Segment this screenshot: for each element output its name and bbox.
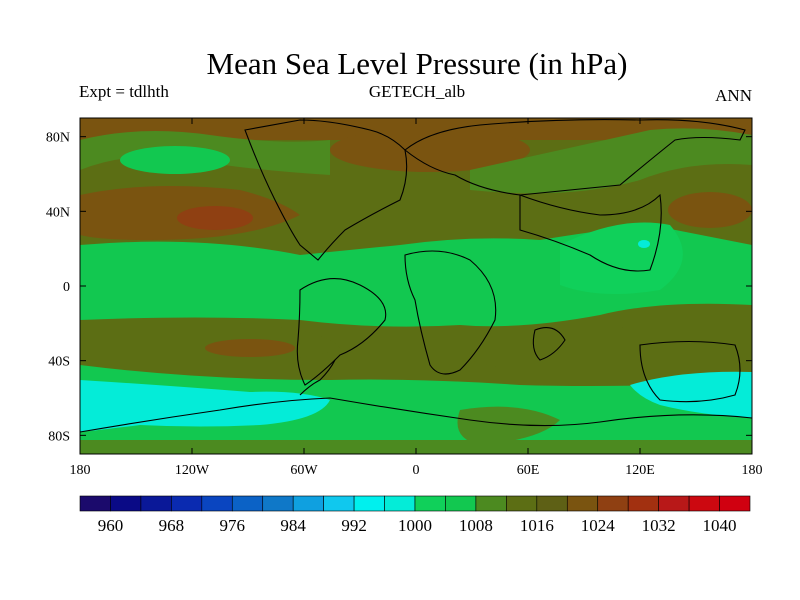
colorbar-swatch [262, 495, 294, 512]
colorbar-swatch [201, 495, 233, 512]
colorbar-label: 1040 [703, 516, 737, 535]
colorbar-swatch [79, 495, 111, 512]
colorbar-label: 992 [341, 516, 367, 535]
colorbar-swatch [475, 495, 507, 512]
coastline-india [532, 327, 566, 361]
axis-ticks: 180 120W 60W 0 60E 120E 180 80N 40N 0 40S 80S [46, 118, 763, 478]
colorbar-label: 1032 [642, 516, 676, 535]
coastline-australia [639, 340, 741, 403]
field-siberian-high [330, 128, 530, 172]
field-north-pacific-low [120, 146, 230, 174]
x-tick-label: 120W [175, 463, 210, 478]
season-label: ANN [715, 86, 752, 105]
colorbar-swatch [353, 495, 385, 512]
field-antarctic-margin [457, 406, 560, 445]
colorbar-swatch [110, 495, 142, 512]
colorbar-swatch [597, 495, 629, 512]
field-antarctic-interior [80, 440, 752, 454]
field-south-pacific-high-core [205, 339, 295, 357]
coastlines [80, 119, 752, 433]
colorbar-swatch [658, 495, 690, 512]
coastline-africa [404, 250, 497, 375]
field-south-indian-high [470, 325, 752, 378]
x-tick-label: 60W [290, 463, 318, 478]
field-southern-ocean-deep-low-east [630, 371, 752, 418]
y-tick-label: 0 [63, 280, 70, 295]
experiment-label: Expt = tdlhth [79, 82, 169, 101]
x-tick-label: 180 [742, 463, 763, 478]
map-plot-area [80, 118, 752, 454]
colorbar-swatch [140, 495, 172, 512]
colorbar-label: 1008 [459, 516, 493, 535]
field-west-pacific-high [668, 192, 752, 228]
chart-title: Mean Sea Level Pressure (in hPa) [206, 46, 628, 81]
colorbar-swatch [323, 495, 355, 512]
x-tick-label: 60E [517, 463, 540, 478]
colorbar-swatch [384, 495, 416, 512]
colorbar-label: 1024 [581, 516, 616, 535]
colorbar: 960 968 976 984 992 1000 1008 1016 1024 1032 1040 [79, 495, 751, 535]
coastline-eurasia [404, 119, 746, 196]
colorbar-label: 1000 [398, 516, 432, 535]
field-asian-monsoon-low [560, 222, 683, 294]
colorbar-label: 968 [159, 516, 185, 535]
colorbar-label: 1016 [520, 516, 554, 535]
y-tick-label: 80N [46, 131, 70, 146]
colorbar-swatch [445, 495, 477, 512]
colorbar-swatch [566, 495, 599, 512]
coastline-south-america [296, 278, 387, 386]
x-tick-label: 120E [625, 463, 655, 478]
coastline-north-america [244, 119, 408, 261]
coastline-antarctica [80, 397, 752, 433]
colorbar-label: 976 [220, 516, 246, 535]
coastline-antarctic-peninsula [299, 359, 336, 396]
field-southern-ocean-deep-low [80, 380, 330, 432]
x-tick-label: 180 [70, 463, 91, 478]
colorbar-swatch [719, 495, 751, 512]
colorbar-swatch [688, 495, 720, 512]
field-cyan-spot-a [638, 240, 650, 248]
field-southern-ocean-trough [80, 365, 752, 454]
colorbar-swatch [231, 495, 264, 512]
x-tick-label: 0 [413, 463, 420, 478]
y-tick-label: 40S [48, 355, 70, 370]
dataset-label: GETECH_alb [368, 82, 466, 101]
field-north-subtropical-core [177, 206, 253, 230]
colorbar-swatch [627, 495, 659, 512]
coastline-asia-south [519, 193, 662, 272]
y-tick-label: 80S [48, 429, 70, 444]
colorbar-swatch [536, 495, 568, 512]
field-north-pacific-trough [470, 128, 752, 194]
colorbar-label: 984 [280, 516, 306, 535]
y-tick-label: 40N [46, 205, 70, 220]
colorbar-swatch [292, 495, 324, 512]
colorbar-swatch [171, 495, 203, 512]
colorbar-label: 960 [98, 516, 124, 535]
colorbar-swatch [414, 495, 446, 512]
colorbar-swatch [506, 495, 538, 512]
